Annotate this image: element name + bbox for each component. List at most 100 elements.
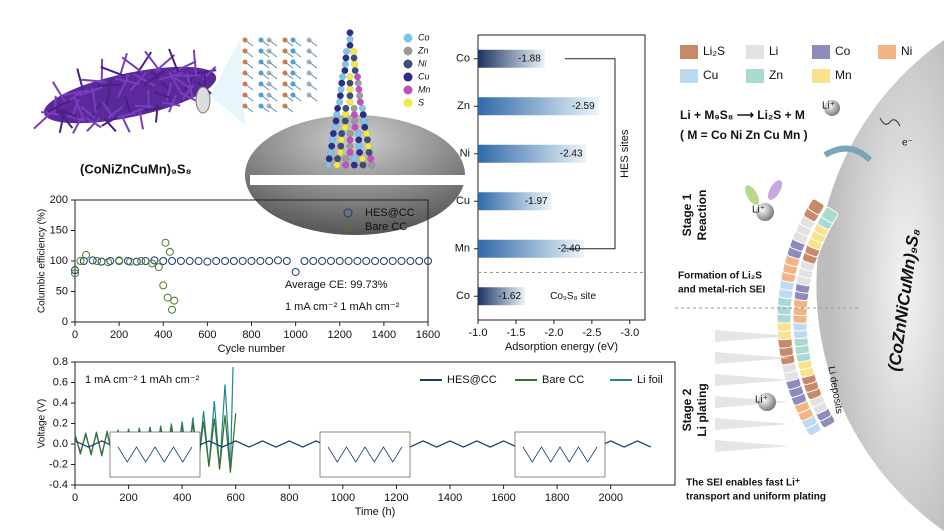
element-swatch	[403, 33, 413, 43]
point	[415, 257, 424, 265]
sphere	[368, 161, 376, 169]
bar-value-label: -1.97	[525, 196, 548, 207]
y-tick-label: Co	[456, 53, 470, 65]
material-label: (CoNiZnCuMn)₉S₈	[80, 161, 192, 176]
sphere	[342, 111, 350, 119]
sphere	[358, 155, 367, 163]
x-axis-label: Cycle number	[218, 343, 286, 355]
x-tick-label: -3.0	[620, 327, 639, 339]
sphere	[359, 161, 367, 169]
annotation: HES sites	[619, 129, 631, 178]
inset-trace	[327, 446, 403, 463]
reaction-note: ( M = Co Ni Zn Cu Mn )	[680, 128, 808, 142]
hair	[41, 110, 60, 116]
sphere	[334, 104, 342, 112]
y-tick-label: Co	[456, 290, 470, 302]
sphere	[350, 161, 358, 169]
point	[126, 257, 135, 266]
point	[161, 238, 170, 247]
sphere	[360, 117, 368, 125]
sphere	[341, 66, 349, 75]
bar-value-label: -1.88	[518, 53, 541, 64]
arrow	[823, 145, 873, 163]
sphere	[359, 111, 367, 119]
hair	[132, 72, 156, 87]
flux-ray	[715, 352, 790, 364]
sphere	[346, 41, 354, 49]
sphere	[331, 123, 339, 131]
element-label: Cu	[418, 71, 430, 81]
legend-label: Li	[769, 44, 778, 58]
y-tick-label: -0.2	[49, 458, 68, 470]
bond	[260, 72, 270, 80]
x-axis-label: Adsorption energy (eV)	[505, 341, 618, 353]
bond	[244, 72, 254, 80]
y-tick-label: 0.8	[53, 356, 68, 368]
point	[203, 257, 212, 266]
bond	[260, 61, 270, 69]
flux-ray	[715, 396, 790, 408]
legend-swatch	[812, 45, 830, 59]
hair	[86, 117, 101, 132]
element-label: Zn	[417, 45, 429, 55]
bar	[478, 97, 599, 116]
bond	[268, 94, 278, 102]
bar	[478, 49, 545, 68]
hair	[78, 86, 104, 97]
legend-swatch	[680, 45, 698, 59]
x-tick-label: 1400	[372, 329, 396, 341]
bar	[478, 192, 552, 211]
sphere	[342, 161, 350, 169]
x-tick-label: 1600	[491, 492, 515, 504]
hair	[179, 92, 197, 102]
sphere	[341, 117, 349, 125]
sphere	[354, 129, 362, 138]
ion-label: Li⁺	[822, 101, 835, 112]
illustration: Co Zn Ni Cu Mn S (CoNiZnCuMn)₉S₈	[33, 29, 465, 235]
hair	[53, 95, 57, 114]
hair	[63, 89, 89, 97]
y-tick-label: 150	[50, 224, 68, 236]
element-swatch	[403, 46, 413, 56]
element-swatch	[403, 98, 413, 108]
point	[309, 257, 318, 265]
x-tick-label: 1000	[331, 492, 355, 504]
point	[82, 250, 91, 259]
x-tick-label: 800	[242, 329, 260, 341]
inset	[319, 431, 411, 478]
bond	[284, 50, 294, 58]
bond	[284, 39, 294, 47]
bond	[284, 94, 294, 102]
sphere	[342, 48, 351, 56]
hair	[85, 116, 102, 129]
point	[176, 257, 185, 265]
point	[71, 269, 79, 278]
charts: 0 200 400 600 800 1000 1200 1400 1600 0 50 100 150 20…	[37, 34, 676, 518]
sphere	[337, 136, 345, 144]
point	[165, 247, 174, 256]
legend-swatch	[746, 69, 764, 83]
sphere	[346, 85, 354, 93]
bar-value-label: -1.62	[498, 291, 521, 302]
x-tick-label: 1200	[384, 492, 408, 504]
element-label: Mn	[418, 84, 431, 94]
inset	[514, 431, 606, 478]
leaf	[768, 180, 782, 200]
point	[168, 305, 177, 314]
ion	[758, 393, 776, 411]
hair	[118, 52, 128, 78]
point	[406, 257, 415, 265]
point	[371, 257, 380, 265]
bond	[308, 39, 318, 47]
flux-ray	[715, 440, 790, 452]
bond	[284, 72, 294, 80]
bond	[268, 39, 278, 47]
sphere	[346, 79, 354, 87]
stage-label: Stage 2	[680, 388, 694, 431]
sphere	[356, 98, 364, 106]
x-tick-label: 1000	[283, 329, 307, 341]
legend-label: Cu	[703, 68, 718, 82]
sphere	[346, 98, 354, 106]
bond	[308, 83, 318, 91]
hair	[80, 105, 96, 119]
